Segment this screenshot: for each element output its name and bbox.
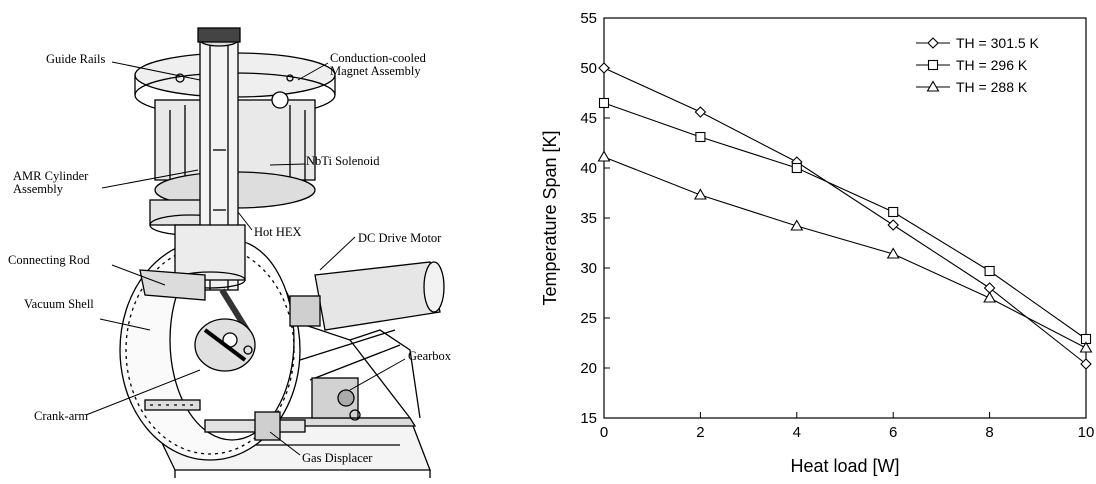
- data-point-square: [791, 162, 802, 174]
- data-point-square: [888, 206, 899, 218]
- x-axis-label: Heat load [W]: [790, 456, 899, 476]
- magnet-assembly: [134, 52, 336, 236]
- data-point-triangle: [597, 150, 611, 162]
- data-point-square: [984, 265, 995, 277]
- label-crank-arm: Crank-arm: [34, 409, 88, 423]
- legend-label: TH = 288 K: [956, 79, 1028, 95]
- series-line-square: [603, 102, 1087, 340]
- x-tick-label: 8: [985, 424, 993, 441]
- data-point-square: [695, 131, 706, 143]
- label-magnet-line2: Magnet Assembly: [330, 64, 421, 78]
- data-point-triangle: [693, 188, 707, 200]
- y-tick-label: 15: [580, 410, 597, 427]
- y-tick-label: 35: [580, 210, 597, 227]
- apparatus-drawing: Guide Rails Conduction-cooled Magnet Ass…: [8, 27, 452, 478]
- legend-marker-square: [927, 59, 939, 71]
- motor-stand: [289, 319, 421, 419]
- apparatus-diagram: Guide Rails Conduction-cooled Magnet Ass…: [0, 0, 520, 479]
- label-gas-displacer: Gas Displacer: [302, 451, 373, 465]
- x-tick-label: 6: [889, 424, 897, 441]
- label-nbti-solenoid: NbTi Solenoid: [306, 154, 380, 168]
- data-point-triangle: [886, 247, 900, 259]
- label-guide-rails: Guide Rails: [46, 52, 106, 66]
- data-point-diamond: [598, 62, 610, 74]
- label-connecting-rod: Connecting Rod: [8, 253, 90, 267]
- y-axis-label: Temperature Span [K]: [540, 130, 560, 305]
- label-dc-drive-motor: DC Drive Motor: [358, 231, 442, 245]
- x-tick-label: 10: [1078, 424, 1095, 441]
- data-point-triangle: [983, 291, 997, 303]
- data-point-diamond: [887, 219, 899, 231]
- label-hot-hex: Hot HEX: [254, 225, 302, 239]
- y-tick-label: 25: [580, 310, 597, 327]
- legend-label: TH = 301.5 K: [956, 35, 1040, 51]
- crank-disc: [194, 318, 256, 372]
- label-amr-line2: Assembly: [13, 182, 64, 196]
- dc-drive-motor: [289, 261, 445, 331]
- label-magnet-line1: Conduction-cooled: [330, 51, 427, 65]
- chart-svg: 0 2 4 6 8 10 15 20 25 30 35 40 45 50 55 TH = 301.5 K T…: [540, 10, 1095, 476]
- label-gearbox: Gearbox: [408, 349, 452, 363]
- gearbox-body: [311, 377, 361, 421]
- legend-label: TH = 296 K: [956, 57, 1028, 73]
- x-tick-label: 2: [696, 424, 704, 441]
- x-tick-label: 0: [600, 424, 608, 441]
- series-line-triangle: [603, 156, 1087, 349]
- perforated-bar: [144, 399, 201, 411]
- label-vacuum-shell: Vacuum Shell: [24, 297, 94, 311]
- series-line-diamond: [603, 67, 1087, 365]
- y-tick-label: 30: [580, 260, 597, 277]
- data-point-triangle: [1079, 341, 1093, 353]
- leader-lines: [85, 61, 406, 456]
- legend-marker-triangle: [926, 80, 940, 92]
- data-point-diamond: [694, 106, 707, 118]
- gas-displacer-body: [204, 411, 306, 441]
- legend-marker-diamond: [927, 37, 939, 49]
- lower-housing: [174, 224, 246, 289]
- y-tick-label: 40: [580, 160, 597, 177]
- temperature-span-chart: 0 2 4 6 8 10 15 20 25 30 35 40 45 50 55 TH = 301.5 K T…: [520, 0, 1096, 479]
- y-tick-label: 50: [580, 60, 597, 77]
- plot-area-frame: [603, 17, 1087, 419]
- label-amr-line1: AMR Cylinder: [13, 169, 89, 183]
- y-tick-label: 55: [580, 10, 597, 27]
- data-point-square: [598, 97, 610, 109]
- y-tick-label: 20: [580, 360, 597, 377]
- y-tick-label: 45: [580, 110, 597, 127]
- data-point-triangle: [790, 219, 804, 231]
- x-tick-label: 4: [793, 424, 801, 441]
- data-point-diamond: [1080, 358, 1092, 370]
